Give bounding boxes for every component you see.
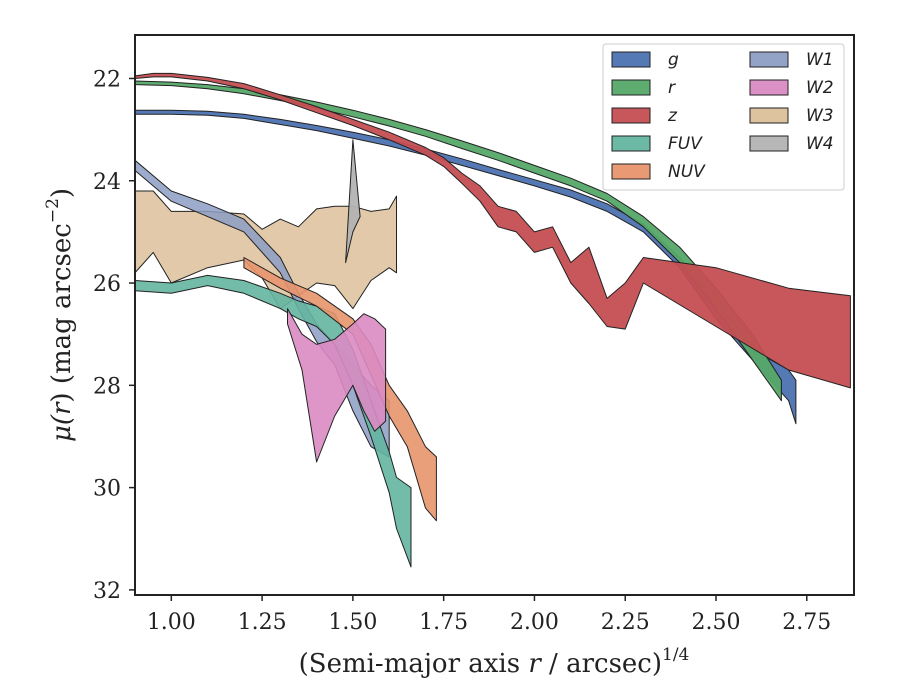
- series-band-z: [135, 72, 851, 389]
- x-tick-label: 2.25: [601, 610, 650, 635]
- y-tick-label: 24: [93, 170, 121, 195]
- legend-swatch: [749, 135, 789, 152]
- legend-swatch: [749, 51, 789, 68]
- legend-item-nuv: NUV: [611, 162, 706, 182]
- legend-item-w1: W1: [749, 50, 834, 70]
- legend-swatch: [611, 107, 651, 124]
- legend-label: W4: [806, 134, 834, 154]
- y-axis-label: μ(r) (mag arcsec−2): [43, 188, 77, 442]
- series-band-w2: [287, 308, 387, 463]
- y-tick-label: 26: [93, 272, 121, 297]
- legend-item-z: z: [611, 106, 678, 126]
- legend-item-fuv: FUV: [611, 134, 703, 154]
- legend-swatch: [611, 51, 651, 68]
- x-tick-label: 2.50: [692, 610, 741, 635]
- x-tick-label: 1.50: [328, 610, 377, 635]
- x-tick-label: 2.75: [782, 610, 831, 635]
- legend-swatch: [611, 135, 651, 152]
- x-tick-label: 1.25: [238, 610, 287, 635]
- y-tick-label: 32: [93, 579, 121, 604]
- series-band-w4: [345, 139, 361, 264]
- legend-label: g: [668, 50, 679, 70]
- x-axis-label: (Semi-major axis r / arcsec)1/4: [299, 645, 690, 679]
- x-tick-label: 2.00: [510, 610, 559, 635]
- legend-swatch: [749, 79, 789, 96]
- y-axis: 22 24 26 28 30 32: [93, 67, 135, 604]
- legend-label: W2: [806, 78, 834, 98]
- series-band-nuv: [243, 257, 437, 522]
- legend: grz FUV NUV W1 W2 W3 W4: [602, 43, 845, 191]
- legend-label: FUV: [668, 134, 703, 154]
- plot-frame: [134, 34, 855, 596]
- x-axis: 1.00 1.25 1.50 1.75 2.00 2.25 2.50 2.75: [147, 595, 831, 635]
- legend-item-w4: W4: [749, 134, 834, 154]
- series-layer: [135, 72, 851, 568]
- legend-item-g: g: [611, 50, 679, 70]
- legend-swatch: [611, 163, 651, 180]
- legend-label: r: [668, 78, 676, 98]
- y-tick-label: 22: [93, 67, 121, 92]
- y-tick-label: 28: [93, 374, 121, 399]
- legend-swatch: [749, 107, 789, 124]
- legend-label: z: [667, 106, 678, 126]
- legend-item-w3: W3: [749, 106, 834, 126]
- x-tick-label: 1.75: [419, 610, 468, 635]
- legend-swatch: [611, 79, 651, 96]
- legend-item-w2: W2: [749, 78, 834, 98]
- legend-item-r: r: [611, 78, 676, 98]
- legend-label: NUV: [668, 162, 706, 182]
- legend-label: W3: [806, 106, 834, 126]
- legend-label: W1: [806, 50, 834, 70]
- x-tick-label: 1.00: [147, 610, 196, 635]
- y-tick-label: 30: [93, 477, 121, 502]
